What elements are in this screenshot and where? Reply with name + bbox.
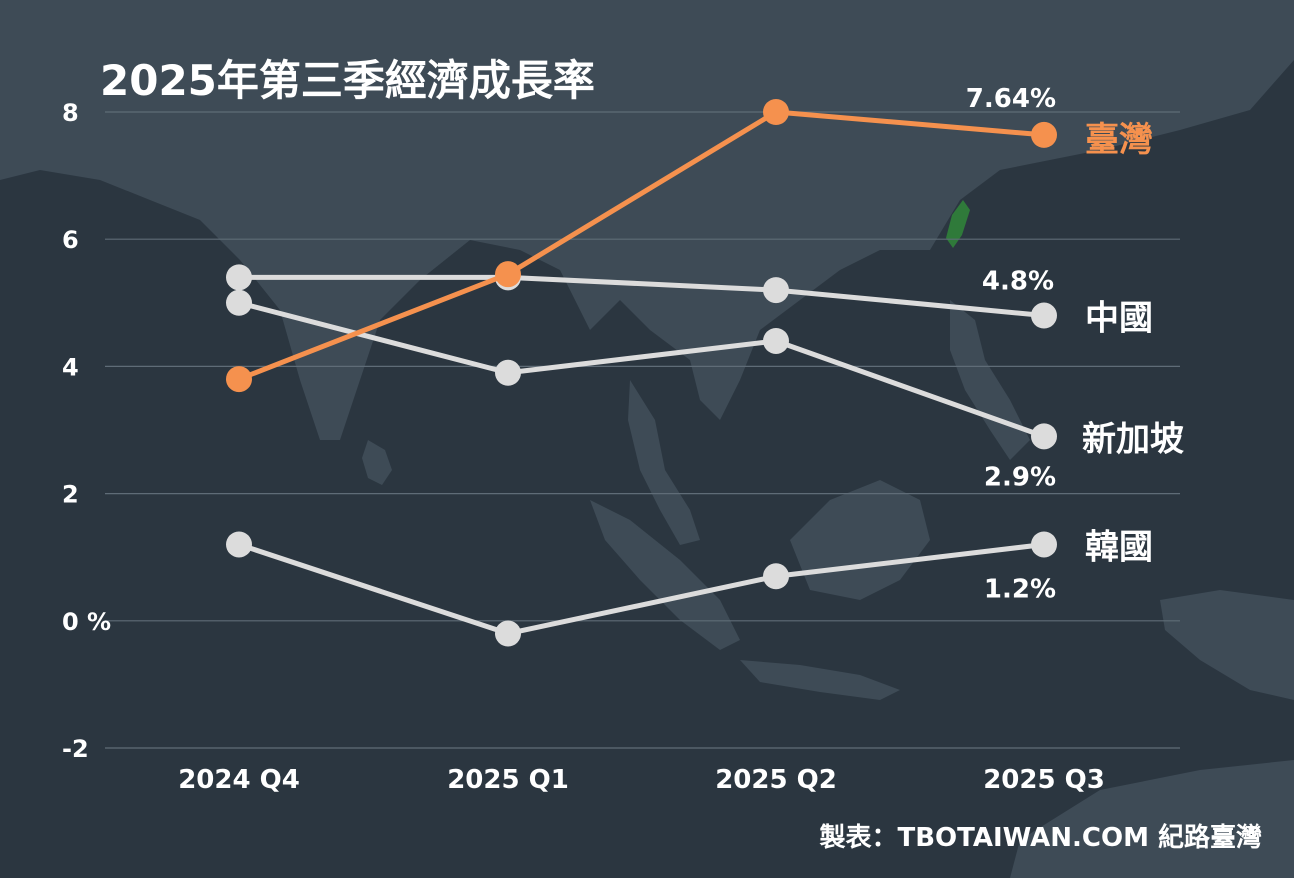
x-tick-label: 2024 Q4 xyxy=(178,765,300,795)
map-land-java xyxy=(740,660,900,700)
data-point xyxy=(226,289,252,316)
map-land-australia xyxy=(1010,760,1294,878)
data-label: 1.2% xyxy=(984,574,1056,604)
chart-title: 2025年第三季經濟成長率 xyxy=(100,56,595,105)
taiwan-island xyxy=(946,200,970,248)
x-axis-ticks: 2024 Q4 2025 Q1 2025 Q2 2025 Q3 xyxy=(178,765,1105,795)
data-point xyxy=(763,277,789,304)
y-tick-label: 6 xyxy=(62,226,79,254)
series-name-label: 新加坡 xyxy=(1082,419,1184,459)
credit-text: 製表：TBOTAIWAN.COM 紀路臺灣 xyxy=(819,822,1262,853)
map-land-malay-peninsula xyxy=(628,380,700,545)
series-line xyxy=(239,274,1045,319)
x-tick-label: 2025 Q2 xyxy=(715,765,837,795)
data-label: 4.8% xyxy=(982,267,1054,297)
data-point xyxy=(495,359,521,386)
data-point xyxy=(495,261,521,288)
data-point xyxy=(763,563,789,590)
y-tick-label: 4 xyxy=(62,353,79,381)
series-name-label: 中國 xyxy=(1085,299,1153,339)
series-line xyxy=(238,109,1045,382)
data-label: 2.9% xyxy=(984,462,1056,492)
map-land-borneo xyxy=(790,480,930,600)
data-point xyxy=(763,99,789,125)
y-axis-ticks: 8 6 4 2 0 % -2 xyxy=(62,99,111,763)
y-tick-label: 8 xyxy=(62,99,79,127)
data-point xyxy=(763,327,789,354)
map-land-asia xyxy=(0,0,1294,440)
series-name-label: 韓國 xyxy=(1085,527,1153,567)
gridlines xyxy=(105,111,1180,749)
data-point xyxy=(226,264,252,291)
data-point xyxy=(1031,423,1057,450)
x-tick-label: 2025 Q1 xyxy=(447,765,569,795)
data-point xyxy=(495,620,521,647)
y-tick-label: 0 % xyxy=(62,608,111,636)
data-point xyxy=(1031,121,1057,148)
data-point xyxy=(1031,302,1057,329)
map-land-sumatra xyxy=(590,500,740,650)
series-group: 4.8% 中國 2.9% 新加坡 1.2% 韓國 7.64% 臺灣 xyxy=(226,84,1184,647)
data-point xyxy=(226,531,252,558)
map-land-sri-lanka xyxy=(362,440,392,485)
data-point xyxy=(1031,531,1057,558)
series-3: 1.2% 韓國 xyxy=(226,527,1153,647)
y-tick-label: 2 xyxy=(62,481,79,509)
y-tick-label: -2 xyxy=(62,735,89,763)
map-land-philippines xyxy=(950,300,1030,460)
series-line xyxy=(238,541,1045,637)
x-tick-label: 2025 Q3 xyxy=(983,765,1105,795)
map-land-new-guinea xyxy=(1160,590,1294,700)
series-0: 7.64% 臺灣 xyxy=(226,84,1153,393)
series-2: 2.9% 新加坡 xyxy=(226,289,1184,492)
series-name-label: 臺灣 xyxy=(1085,120,1153,160)
series-line xyxy=(238,300,1045,439)
data-point xyxy=(226,366,252,393)
data-label: 7.64% xyxy=(966,84,1056,114)
